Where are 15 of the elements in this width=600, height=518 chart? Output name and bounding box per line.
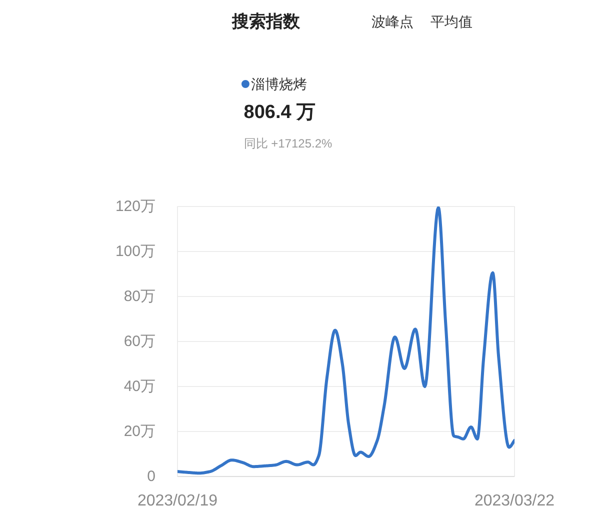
text: 波峰点 — [371, 14, 414, 30]
y-tick-label: 0 — [147, 468, 156, 485]
text: 平均值 — [430, 14, 472, 30]
y-tick-label: 60万 — [124, 333, 156, 350]
y-tick-label: 80万 — [124, 288, 156, 305]
x-tick-label: 2023/02/19 — [137, 492, 218, 510]
y-tick-label: 40万 — [124, 378, 156, 395]
legend-label: 淄博烧烤 — [251, 76, 308, 92]
x-tick-label: 2023/03/22 — [474, 492, 555, 510]
y-tick-label: 100万 — [115, 243, 156, 260]
chart-title: 搜索指数 — [230, 12, 301, 31]
text: 同比 +17125.2% — [244, 136, 332, 150]
y-tick-label: 20万 — [124, 423, 156, 440]
text: 806.4 万 — [244, 102, 316, 123]
y-tick-label: 120万 — [115, 198, 156, 215]
